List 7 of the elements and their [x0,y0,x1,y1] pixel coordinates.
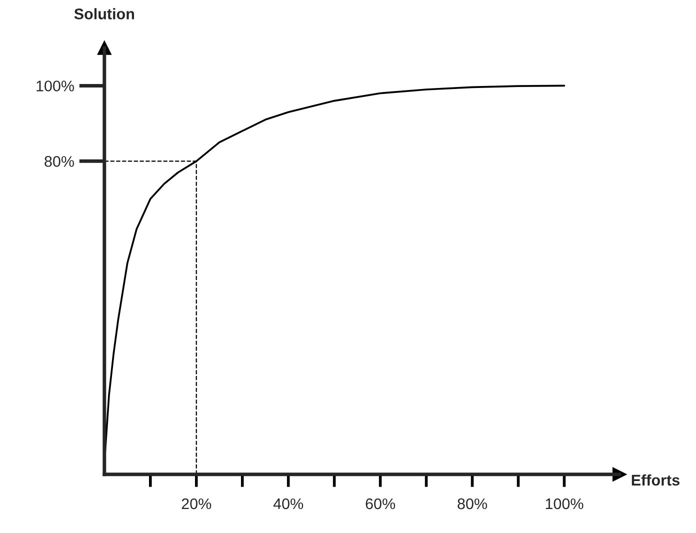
x-tick-label: 20% [182,498,212,510]
y-axis-title: Solution [74,8,134,20]
x-tick-label: 60% [366,498,396,510]
x-tick-label: 80% [458,498,488,510]
x-tick-label: 40% [273,498,304,510]
x-axis-title: Efforts [632,474,680,486]
x-tick-label: 100% [546,498,584,510]
